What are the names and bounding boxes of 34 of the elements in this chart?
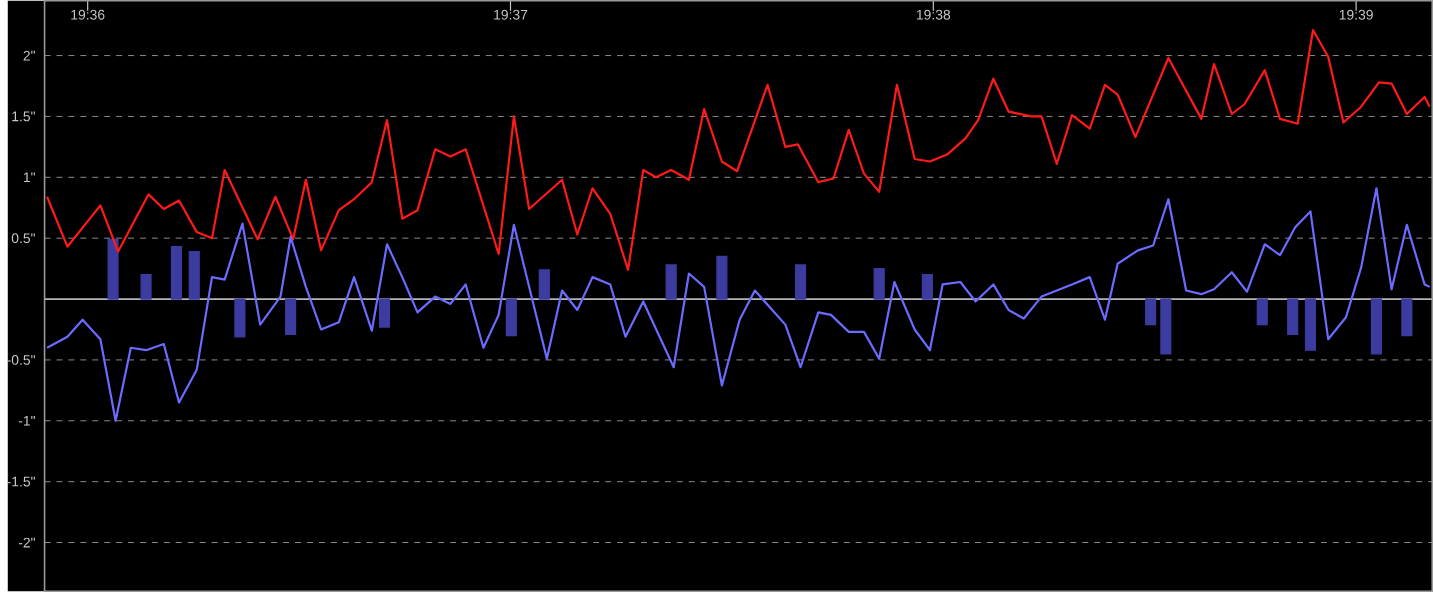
y-tick-label: 2" xyxy=(23,50,35,61)
bar xyxy=(234,298,246,338)
bar xyxy=(170,246,183,300)
bar xyxy=(1287,298,1299,335)
bar xyxy=(1145,298,1157,326)
bar xyxy=(716,255,728,300)
bar xyxy=(538,269,550,300)
bar xyxy=(794,264,807,300)
bar xyxy=(1304,298,1317,351)
x-tick-label: 19:39 xyxy=(1339,9,1373,20)
line-series xyxy=(46,28,1431,271)
y-tick-label: -0.5" xyxy=(7,355,35,365)
bar xyxy=(188,250,200,300)
bar xyxy=(1401,298,1413,337)
bar xyxy=(665,264,677,300)
x-tick-label: 19:38 xyxy=(916,9,951,20)
bar xyxy=(1370,298,1382,355)
x-tick-label: 19:37 xyxy=(494,9,528,20)
bar xyxy=(140,274,152,300)
y-tick-label: -1" xyxy=(18,416,35,426)
bar xyxy=(285,298,297,335)
bar xyxy=(107,238,119,300)
bar xyxy=(505,298,517,337)
y-tick-label: -1.5" xyxy=(7,476,35,487)
bar xyxy=(921,274,933,300)
bar xyxy=(378,298,391,328)
y-tick-label: 1.5" xyxy=(12,111,35,122)
y-tick-label: -2" xyxy=(18,537,35,548)
x-tick-label: 19:36 xyxy=(71,9,105,20)
bar xyxy=(1160,298,1172,355)
y-tick-label: 1" xyxy=(23,172,35,183)
bar xyxy=(873,268,885,300)
y-tick-label: 0.5" xyxy=(11,233,35,244)
bar xyxy=(1256,298,1268,326)
